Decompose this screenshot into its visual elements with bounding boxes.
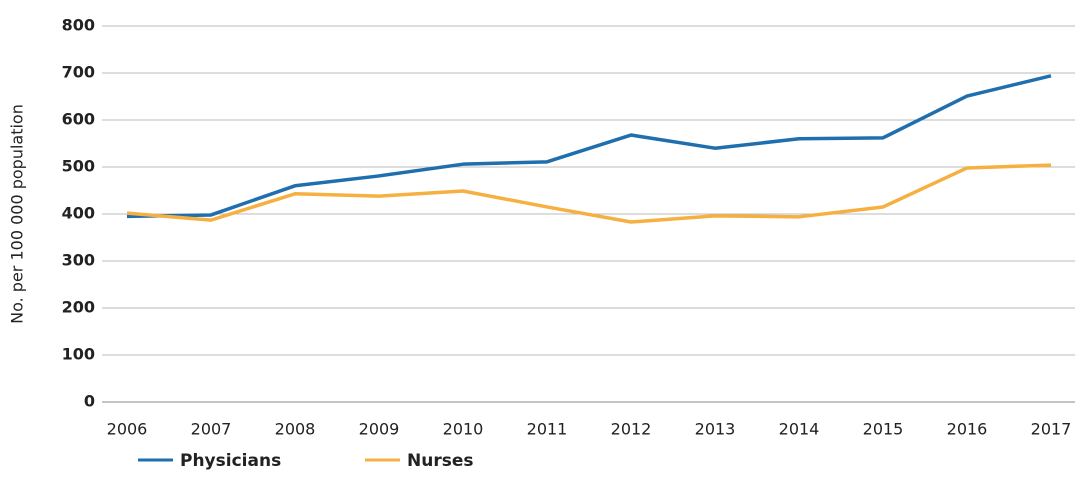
x-tick-label: 2006	[107, 420, 148, 439]
x-tick-label: 2010	[443, 420, 484, 439]
x-tick-label: 2012	[611, 420, 652, 439]
x-tick-label: 2008	[275, 420, 316, 439]
y-tick-label: 300	[62, 251, 95, 270]
series-line	[126, 163, 1052, 224]
x-tick-label: 2013	[695, 420, 736, 439]
legend-label: Nurses	[407, 451, 473, 471]
x-tick-label: 2014	[779, 420, 820, 439]
x-tick-label: 2016	[947, 420, 988, 439]
x-tick-label: 2011	[527, 420, 568, 439]
x-tick-label: 2017	[1031, 420, 1072, 439]
x-tick-label: 2015	[863, 420, 904, 439]
y-tick-label: 800	[62, 16, 95, 35]
x-tick-label: 2007	[191, 420, 232, 439]
y-tick-label: 600	[62, 110, 95, 129]
x-tick-label: 2009	[359, 420, 400, 439]
series-line	[126, 74, 1052, 219]
y-tick-label: 100	[62, 345, 95, 364]
y-axis-label: No. per 100 000 population	[8, 104, 27, 324]
y-tick-label: 700	[62, 63, 95, 82]
legend-label: Physicians	[180, 451, 281, 471]
y-tick-label: 400	[62, 204, 95, 223]
y-tick-label: 200	[62, 298, 95, 317]
y-tick-label: 500	[62, 157, 95, 176]
y-tick-label: 0	[84, 392, 95, 411]
